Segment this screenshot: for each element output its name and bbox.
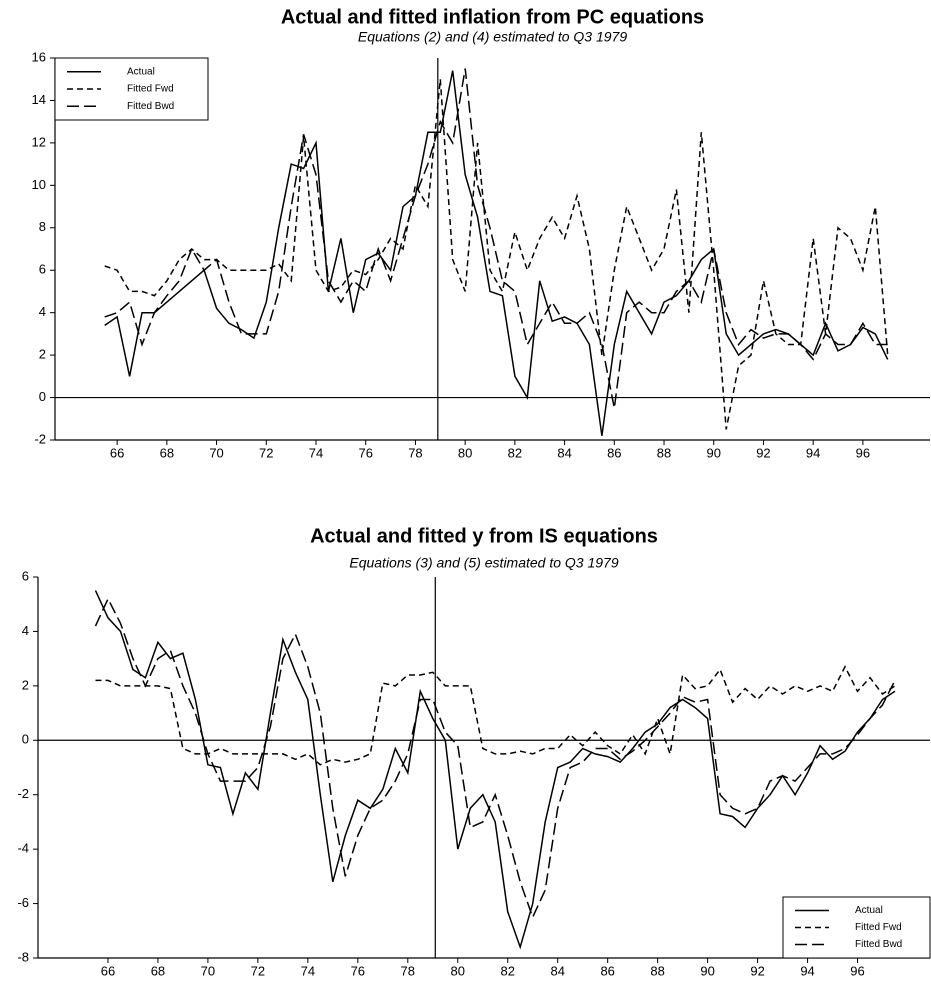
y-tick-label: 0 [22,732,29,747]
x-tick-label: 86 [600,963,614,978]
x-tick-label: 80 [458,445,472,460]
x-tick-label: 92 [750,963,764,978]
legend-label: Fitted Bwd [855,939,902,950]
series-line [104,79,889,430]
x-tick-label: 68 [151,963,165,978]
x-tick-label: 82 [501,963,515,978]
y-tick-label: 14 [32,92,46,107]
y-tick-label: 10 [32,177,46,192]
legend-label: Fitted Bwd [127,101,174,112]
x-tick-label: 70 [201,963,215,978]
series-line [104,68,888,409]
y-tick-label: 8 [39,219,46,234]
x-tick-label: 84 [550,963,564,978]
y-tick-label: 16 [32,49,46,64]
y-tick-label: 0 [39,389,46,404]
legend-label: Actual [127,66,155,77]
x-tick-label: 82 [508,445,522,460]
x-tick-label: 92 [756,445,770,460]
x-tick-label: 76 [351,963,365,978]
x-tick-label: 94 [800,963,814,978]
chart-subtitle: Equations (3) and (5) estimated to Q3 19… [349,555,618,571]
x-tick-label: 78 [408,445,422,460]
x-tick-label: 78 [401,963,415,978]
y-tick-label: 6 [39,262,46,277]
x-tick-label: 68 [160,445,174,460]
chart-title: Actual and fitted y from IS equations [310,525,658,547]
chart-title: Actual and fitted inflation from PC equa… [281,6,704,28]
y-tick-label: 2 [22,677,29,692]
legend-label: Fitted Fwd [127,84,174,95]
x-tick-label: 86 [607,445,621,460]
x-tick-label: 94 [806,445,820,460]
x-tick-label: 76 [358,445,372,460]
x-tick-label: 80 [451,963,465,978]
y-tick-label: -6 [17,895,29,910]
y-tick-label: -8 [17,949,29,964]
x-tick-label: 72 [259,445,273,460]
y-tick-label: -2 [17,786,29,801]
legend-label: Actual [855,905,883,916]
x-tick-label: 96 [856,445,870,460]
x-tick-label: 74 [309,445,323,460]
x-tick-label: 90 [700,963,714,978]
y-tick-label: -2 [34,431,46,446]
x-tick-label: 84 [557,445,571,460]
x-tick-label: 66 [110,445,124,460]
x-tick-label: 88 [657,445,671,460]
legend-label: Fitted Fwd [855,922,902,933]
x-tick-label: 96 [850,963,864,978]
series-line [94,590,896,950]
x-tick-label: 90 [707,445,721,460]
chart-subtitle: Equations (2) and (4) estimated to Q3 19… [358,29,627,45]
y-tick-label: 2 [39,347,46,362]
x-tick-label: 74 [301,963,315,978]
y-tick-label: 4 [39,304,46,319]
y-tick-label: 4 [22,623,29,638]
series-line [94,597,896,920]
series-line [104,70,889,436]
y-tick-label: -4 [17,841,29,856]
x-tick-label: 72 [251,963,265,978]
x-tick-label: 70 [209,445,223,460]
y-tick-label: 6 [22,568,29,583]
series-line [95,665,896,766]
y-tick-label: 12 [32,134,46,149]
x-tick-label: 88 [650,963,664,978]
x-tick-label: 66 [101,963,115,978]
